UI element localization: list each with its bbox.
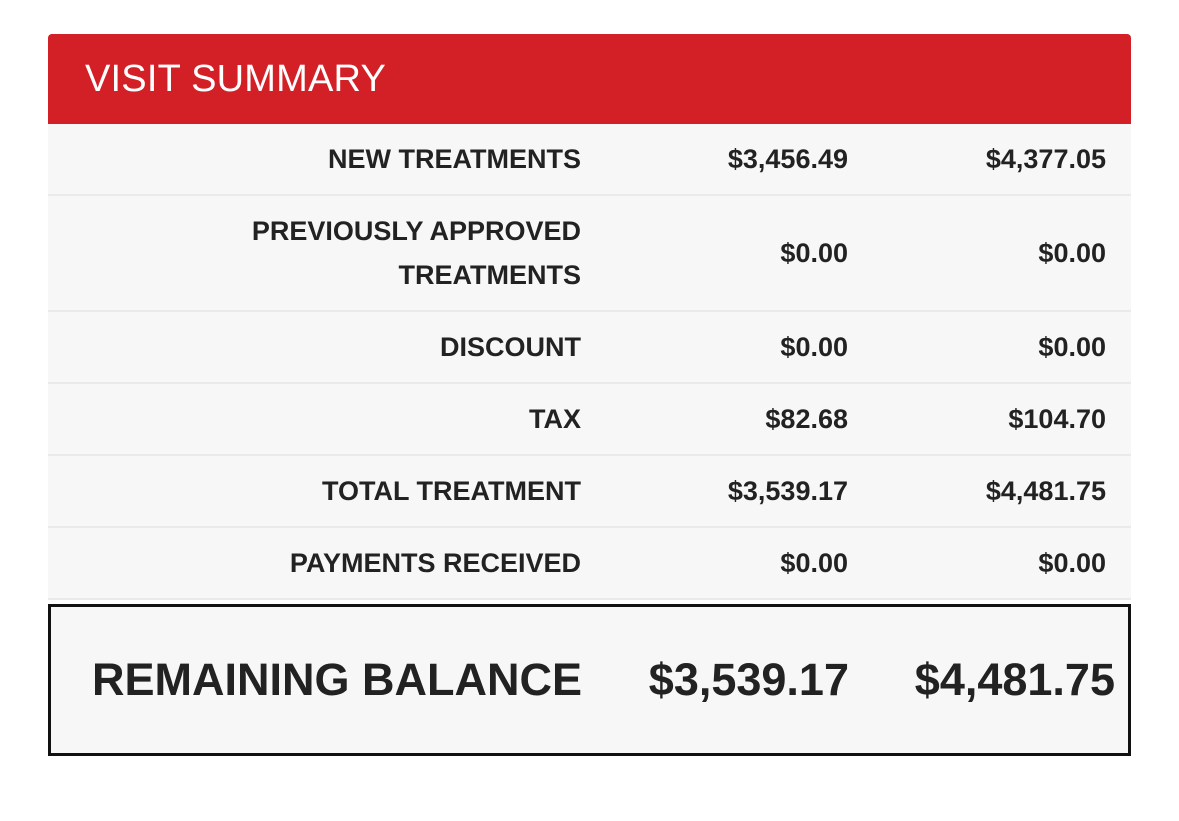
summary-row-value-1: $0.00 — [780, 237, 848, 268]
summary-row-label: PAYMENTS RECEIVED — [289, 548, 581, 578]
summary-row-payments-received: PAYMENTS RECEIVED $0.00 $0.00 — [48, 528, 1131, 600]
summary-row-value-2: $0.00 — [1038, 237, 1106, 268]
visit-summary-card: VISIT SUMMARY NEW TREATMENTS $3,456.49 $… — [48, 34, 1131, 600]
summary-row-value-1: $0.00 — [780, 331, 848, 362]
summary-row-value-2: $4,481.75 — [985, 475, 1106, 506]
visit-summary-title: VISIT SUMMARY — [85, 57, 387, 100]
summary-row-value-2: $4,377.05 — [985, 143, 1106, 174]
summary-row-label: TOTAL TREATMENT — [322, 476, 581, 506]
summary-row-value-1: $0.00 — [780, 547, 848, 578]
summary-row-tax: TAX $82.68 $104.70 — [48, 384, 1131, 456]
summary-row-label: PREVIOUSLY APPROVED TREATMENTS — [251, 216, 581, 290]
remaining-balance-label: REMAINING BALANCE — [92, 654, 582, 705]
remaining-balance-value-1: $3,539.17 — [648, 654, 849, 705]
summary-row-value-1: $82.68 — [765, 403, 848, 434]
summary-row-label: NEW TREATMENTS — [328, 144, 581, 174]
summary-row-value-1: $3,456.49 — [727, 143, 848, 174]
summary-row-value-2: $0.00 — [1038, 547, 1106, 578]
visit-summary-header: VISIT SUMMARY — [48, 34, 1131, 124]
summary-row-value-1: $3,539.17 — [727, 475, 848, 506]
remaining-balance-value-2: $4,481.75 — [914, 654, 1115, 705]
summary-row-value-2: $104.70 — [1008, 403, 1106, 434]
summary-row-discount: DISCOUNT $0.00 $0.00 — [48, 312, 1131, 384]
summary-row-new-treatments: NEW TREATMENTS $3,456.49 $4,377.05 — [48, 124, 1131, 196]
summary-row-previously-approved: PREVIOUSLY APPROVED TREATMENTS $0.00 $0.… — [48, 196, 1131, 312]
summary-row-total-treatment: TOTAL TREATMENT $3,539.17 $4,481.75 — [48, 456, 1131, 528]
remaining-balance-box: REMAINING BALANCE $3,539.17 $4,481.75 — [48, 604, 1131, 756]
summary-row-label: DISCOUNT — [440, 332, 581, 362]
summary-row-label: TAX — [529, 404, 581, 434]
summary-row-value-2: $0.00 — [1038, 331, 1106, 362]
summary-table: NEW TREATMENTS $3,456.49 $4,377.05 PREVI… — [48, 124, 1131, 600]
